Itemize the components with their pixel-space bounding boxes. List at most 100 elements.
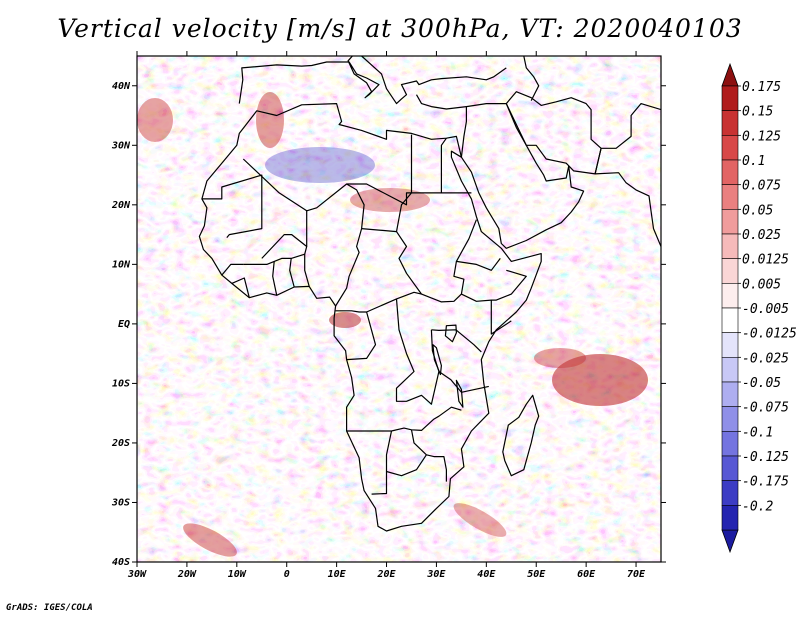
lat-tick-label: 40S <box>112 557 130 568</box>
colorbar-swatch <box>721 406 739 432</box>
lon-tick-label: 30W <box>127 569 147 580</box>
colorbar-label: -0.075 <box>742 401 789 416</box>
plot-title: Vertical velocity [m/s] at 300hPa, VT: 2… <box>57 14 743 43</box>
madagascar-coastline <box>502 394 540 477</box>
country-border <box>461 269 527 302</box>
colorbar-top-triangle <box>721 62 739 87</box>
lake-outline <box>455 379 464 408</box>
colorbar-swatch <box>721 307 739 333</box>
colorbar-swatch <box>721 209 739 235</box>
country-border <box>289 258 295 288</box>
colorbar-swatch <box>721 480 739 506</box>
colorbar-label: -0.175 <box>742 475 789 490</box>
colorbar-swatch <box>721 184 739 210</box>
colorbar-swatch <box>721 159 739 185</box>
credit-label: GrADS: IGES/COLA <box>6 603 93 613</box>
lat-tick-label: 20S <box>111 438 130 449</box>
colorbar-label: -0.1 <box>742 425 773 440</box>
colorbar-swatch <box>721 110 739 136</box>
anatolia-coastline <box>415 94 467 110</box>
colorbar-label: 0.0125 <box>742 253 789 268</box>
colorbar-label: 0.05 <box>742 203 773 218</box>
colorbar-swatch <box>721 135 739 161</box>
colorbar-label: -0.05 <box>742 376 781 391</box>
colorbar-label: -0.025 <box>742 351 789 366</box>
country-border <box>430 329 489 393</box>
country-border <box>395 298 440 405</box>
colorbar-swatch <box>721 233 739 259</box>
colorbar-label: 0.1 <box>742 154 765 169</box>
colorbar-label: -0.0125 <box>742 327 797 342</box>
lon-tick-label: 0 <box>284 569 290 580</box>
colorbar-label: 0.125 <box>742 129 781 144</box>
colorbar-swatch <box>721 505 739 531</box>
country-boundaries <box>198 56 661 532</box>
map-frame <box>136 55 662 563</box>
southern-europe-coastline <box>238 56 507 105</box>
country-border <box>243 246 308 265</box>
lon-tick-label: 70E <box>627 569 646 580</box>
lat-tick-label: 30S <box>111 497 130 508</box>
colorbar-label: -0.005 <box>742 302 789 317</box>
colorbar-swatch <box>721 85 739 111</box>
lake-outline <box>432 344 442 376</box>
lon-tick-label: 10E <box>328 569 347 580</box>
colorbar-label: 0.075 <box>742 179 781 194</box>
colorbar-swatch <box>721 357 739 383</box>
country-border <box>346 406 462 432</box>
country-border <box>201 174 263 238</box>
lon-tick-label: 20E <box>376 569 396 580</box>
lon-tick-label: 60E <box>577 569 596 580</box>
colorbar-swatch <box>721 283 739 309</box>
latitude-axis: 40N 30N 20N 10N EQ 10S 20S 30S 40S <box>111 81 666 568</box>
country-border <box>261 210 308 259</box>
colorbar-label: -0.125 <box>742 450 789 465</box>
country-border <box>221 263 244 276</box>
colorbar-swatch <box>721 455 739 481</box>
lat-tick-label: EQ <box>118 319 130 330</box>
country-border <box>335 291 422 313</box>
colorbar-label: 0.025 <box>742 228 781 243</box>
country-border <box>440 137 447 193</box>
iran-boundary <box>505 91 602 175</box>
country-border <box>386 454 427 477</box>
lat-tick-label: 30N <box>111 140 131 151</box>
colorbar-label: 0.005 <box>742 277 781 292</box>
lat-tick-label: 20N <box>111 200 131 211</box>
country-border <box>272 261 278 296</box>
lat-tick-label: 10S <box>112 378 130 389</box>
colorbar-swatch <box>721 332 739 358</box>
colorbar-swatch <box>721 258 739 284</box>
arabia-coastline <box>460 103 585 249</box>
colorbar-swatch <box>721 431 739 457</box>
colorbar-label: 0.175 <box>742 80 781 95</box>
country-border <box>361 219 477 303</box>
lon-tick-label: 30E <box>426 569 446 580</box>
colorbar-bottom-triangle <box>721 529 739 554</box>
country-border <box>490 300 512 335</box>
lat-tick-label: 10N <box>112 259 131 270</box>
longitude-axis: 30W 20W 10W 0 10E 20E 30E 40E 50E 60E 70E <box>127 51 646 580</box>
colorbar-label: 0.15 <box>742 105 773 120</box>
lon-tick-label: 50E <box>527 569 546 580</box>
colorbar: 0.175 0.15 0.125 0.1 0.075 0.05 0.025 0.0125 0.0… <box>721 62 797 554</box>
velocity-field <box>137 56 661 562</box>
lon-tick-label: 10W <box>228 569 247 580</box>
caspian-coastline <box>523 56 540 101</box>
lat-tick-label: 40N <box>112 81 131 92</box>
country-border <box>242 134 413 212</box>
country-border <box>410 429 447 482</box>
country-border <box>231 277 250 298</box>
lon-tick-label: 40E <box>477 569 496 580</box>
colorbar-label: -0.2 <box>742 499 773 514</box>
country-border <box>346 311 377 361</box>
country-border <box>335 183 365 307</box>
colorbar-swatch <box>721 381 739 407</box>
country-border <box>395 192 472 232</box>
africa-coastline <box>198 103 542 532</box>
lon-tick-label: 20W <box>177 569 197 580</box>
country-border <box>304 254 310 287</box>
lake-outline <box>444 324 457 343</box>
south-asia-coastline <box>594 103 661 249</box>
